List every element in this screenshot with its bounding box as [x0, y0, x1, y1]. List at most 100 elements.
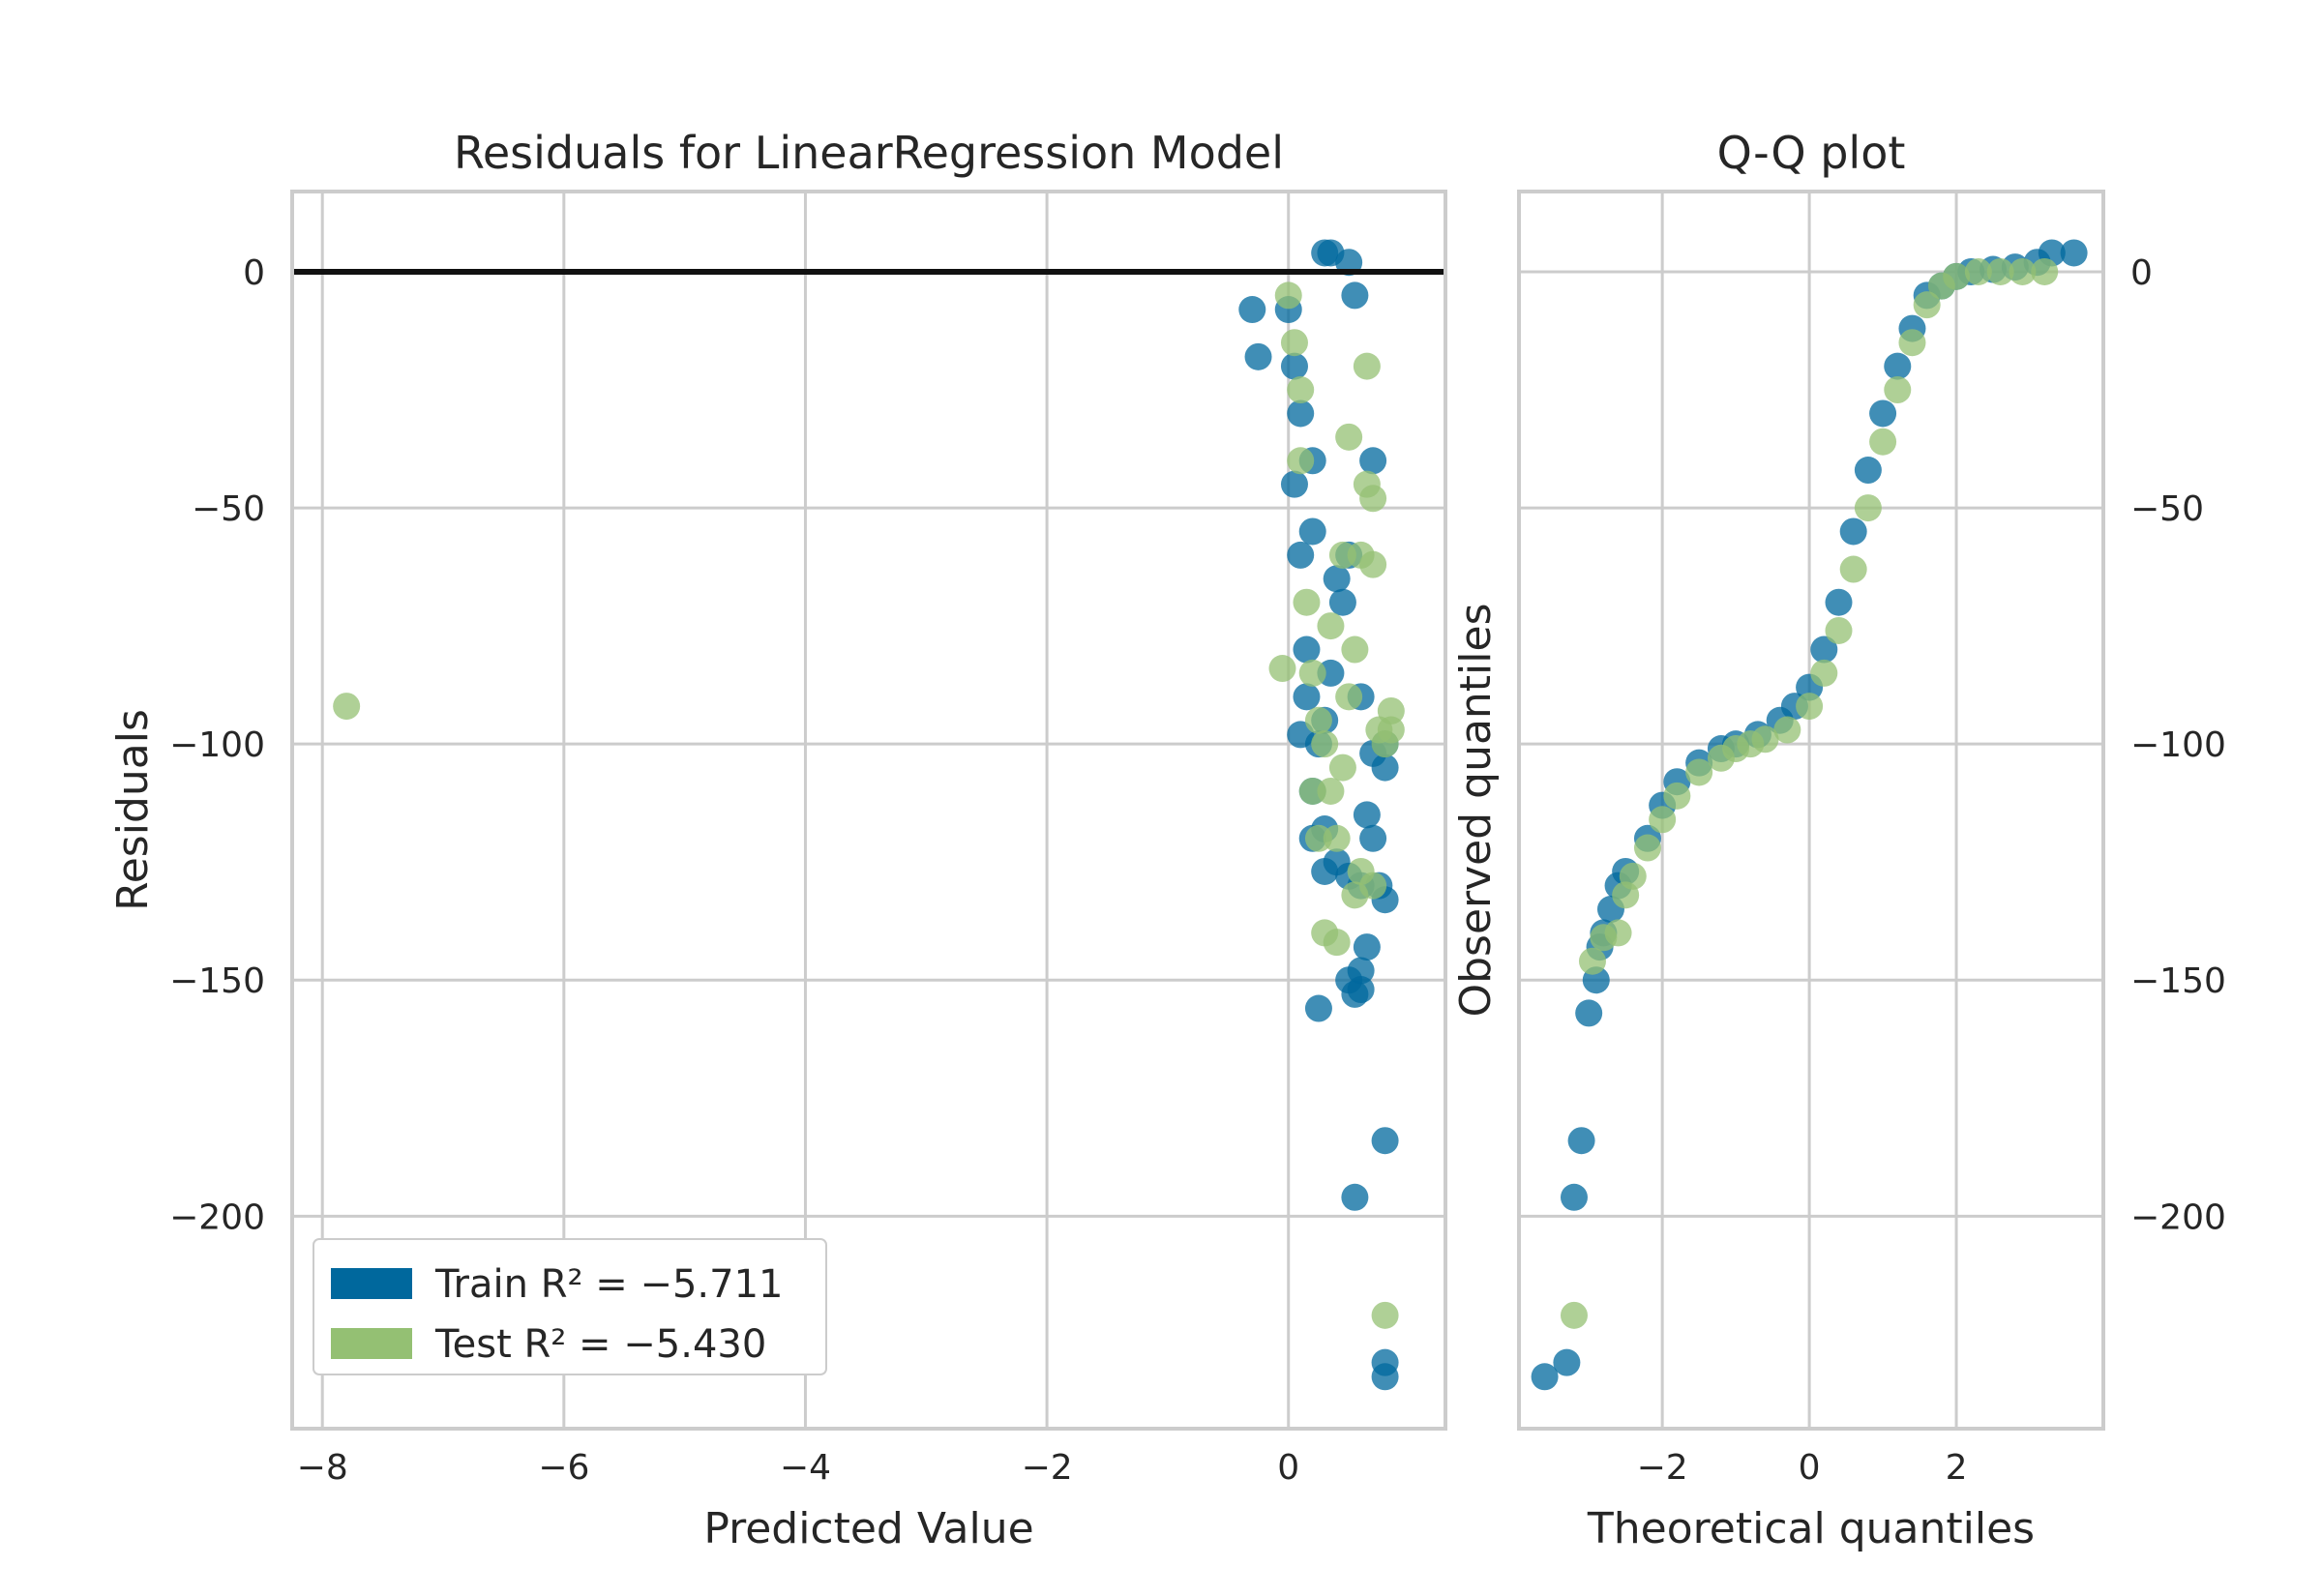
residuals-x-ticks: −8 −6 −4 −2 0: [297, 1448, 1300, 1488]
qq-panel: −2 0 2 0 −50 −100 −150 −200 Q-Q plot Theoretic…: [1451, 127, 2226, 1553]
residuals-point-test: [1328, 541, 1356, 569]
residuals-point-train: [1328, 588, 1356, 616]
qq-point-test: [1810, 659, 1838, 687]
residuals-point-train: [1293, 635, 1321, 664]
qq-point-test: [1796, 693, 1824, 721]
residuals-y-tick-label: −150: [169, 961, 265, 1001]
residuals-point-train: [1341, 980, 1369, 1008]
qq-point-test: [1560, 1301, 1588, 1329]
legend-swatch-train: [331, 1268, 412, 1299]
residuals-point-test: [1328, 754, 1356, 782]
legend: Train R² = −5.711 Test R² = −5.430: [313, 1238, 827, 1375]
qq-point-test: [2031, 257, 2059, 285]
qq-point-test: [1898, 329, 1926, 357]
residuals-title: Residuals for LinearRegression Model: [454, 127, 1284, 179]
residuals-panel: −8 −6 −4 −2 0 0 −50 −100 −150 −200 Residuals for…: [108, 127, 1447, 1553]
qq-point-test: [1685, 758, 1713, 786]
qq-point-train: [1575, 999, 1603, 1027]
residuals-x-tick-label: −4: [780, 1448, 831, 1488]
residuals-x-tick-label: −8: [297, 1448, 348, 1488]
qq-point-train: [1531, 1363, 1559, 1391]
qq-x-ticks: −2 0 2: [1637, 1448, 1968, 1488]
qq-point-train: [1567, 1127, 1595, 1155]
residuals-x-tick-label: −2: [1022, 1448, 1073, 1488]
residuals-point-test: [1287, 376, 1315, 404]
residuals-point-train: [1280, 470, 1308, 498]
qq-point-test: [1825, 616, 1853, 644]
residuals-point-test: [1341, 881, 1369, 909]
residuals-point-test: [1335, 683, 1363, 711]
qq-point-train: [1553, 1348, 1581, 1376]
qq-point-train: [1825, 588, 1853, 616]
residuals-point-test: [1317, 612, 1345, 640]
qq-y-tick-label: −50: [2130, 489, 2204, 529]
qq-point-train: [1839, 517, 1867, 546]
residuals-point-train: [1353, 801, 1381, 829]
legend-label-test: Test R² = −5.430: [434, 1322, 766, 1367]
qq-point-test: [1619, 862, 1647, 890]
residuals-point-test: [1311, 919, 1339, 947]
residuals-y-tick-label: 0: [243, 253, 265, 293]
residuals-x-axis-label: Predicted Value: [703, 1504, 1033, 1553]
qq-y-tick-label: −100: [2130, 725, 2226, 765]
residuals-point-train: [1280, 352, 1308, 380]
residuals-point-train: [1298, 517, 1326, 546]
residuals-point-train: [1341, 281, 1369, 310]
residuals-point-test: [1274, 281, 1302, 310]
legend-box: [313, 1238, 827, 1375]
residuals-y-tick-label: −50: [192, 489, 265, 529]
residuals-x-tick-label: 0: [1277, 1448, 1299, 1488]
qq-point-test: [1964, 257, 1992, 285]
residuals-point-train: [1347, 957, 1375, 985]
qq-y-axis-label: Observed quantiles: [1451, 603, 1501, 1017]
residuals-point-test: [1298, 659, 1326, 687]
qq-title: Q-Q plot: [1717, 127, 1906, 179]
residuals-point-test: [1287, 447, 1315, 475]
qq-points: [1531, 239, 2088, 1391]
residuals-point-train: [1287, 541, 1315, 569]
residuals-point-test: [1359, 485, 1387, 513]
residuals-y-axis-label: Residuals: [108, 709, 158, 911]
residuals-point-test: [1311, 730, 1339, 758]
residuals-point-train: [1238, 296, 1266, 324]
residuals-frame: [290, 190, 1447, 1431]
residuals-point-train: [1323, 848, 1351, 876]
qq-y-tick-label: 0: [2130, 253, 2153, 293]
residuals-y-tick-label: −100: [169, 725, 265, 765]
residuals-point-train: [1371, 1363, 1399, 1391]
qq-point-test: [1773, 716, 1801, 744]
residuals-point-train: [1244, 342, 1272, 370]
qq-point-test: [1943, 262, 1971, 290]
qq-y-tick-label: −200: [2130, 1197, 2226, 1237]
residuals-point-train: [1287, 399, 1315, 428]
residuals-point-train: [1304, 994, 1332, 1022]
qq-y-tick-label: −150: [2130, 961, 2226, 1001]
residuals-point-test: [1341, 635, 1369, 664]
legend-swatch-test: [331, 1328, 412, 1359]
qq-x-tick-label: 0: [1799, 1448, 1821, 1488]
residuals-point-test: [1359, 550, 1387, 578]
residuals-point-test: [1335, 423, 1363, 451]
residuals-point-train: [1293, 683, 1321, 711]
residuals-point-train: [1323, 565, 1351, 593]
qq-point-train: [1810, 635, 1838, 664]
residuals-point-test: [1371, 730, 1399, 758]
residuals-point-train: [1359, 447, 1387, 475]
qq-x-axis-label: Theoretical quantiles: [1587, 1504, 2035, 1553]
qq-point-test: [1986, 257, 2014, 285]
residuals-points: [333, 239, 1405, 1391]
qq-point-test: [1884, 376, 1912, 404]
residuals-point-test: [1293, 588, 1321, 616]
qq-point-train: [1854, 457, 1882, 485]
residuals-point-train: [1359, 824, 1387, 852]
residuals-x-tick-label: −6: [538, 1448, 589, 1488]
qq-point-test: [1649, 806, 1677, 834]
qq-x-tick-label: −2: [1637, 1448, 1688, 1488]
qq-point-test: [1854, 494, 1882, 522]
qq-point-train: [1560, 1183, 1588, 1211]
residuals-point-test: [1280, 329, 1308, 357]
residuals-point-test: [1298, 777, 1326, 805]
qq-point-test: [2009, 257, 2037, 285]
residuals-y-tick-label: −200: [169, 1197, 265, 1237]
